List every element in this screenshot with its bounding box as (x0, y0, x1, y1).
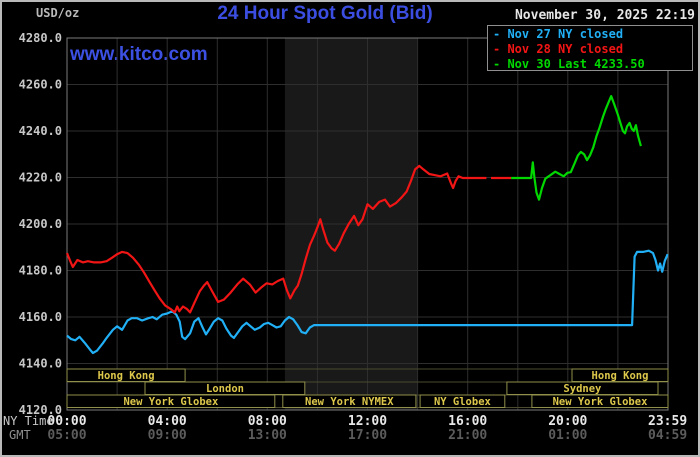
session-box (66, 368, 186, 382)
legend-item: - Nov 30 Last 4233.50 (493, 57, 692, 72)
x-axis-tick-ny: 23:59 (648, 414, 687, 429)
plot-border (66, 37, 669, 411)
y-axis-tick-label: 4160.0 (19, 310, 62, 324)
y-axis-tick-label: 4180.0 (19, 264, 62, 278)
x-axis-tick-gmt: 05:00 (47, 428, 86, 443)
legend-label: Nov 27 NY closed (507, 27, 624, 41)
legend-marker: - (493, 27, 508, 41)
ny-time-axis-label: NY Time (3, 414, 54, 428)
legend-label: Nov 30 Last 4233.50 (507, 57, 645, 71)
legend-marker: - (493, 57, 508, 71)
legend-item: - Nov 27 NY closed (493, 27, 692, 42)
chart-datetime: November 30, 2025 22:19 (514, 8, 695, 23)
x-axis-tick-ny: 00:00 (47, 414, 86, 429)
chart-title: 24 Hour Spot Gold (Bid) (217, 3, 433, 24)
series-nov30-line (511, 95, 642, 201)
session-box (419, 394, 506, 408)
x-axis-tick-gmt: 09:00 (148, 428, 187, 443)
session-label: NY Globex (434, 396, 492, 408)
x-axis-tick-gmt: 17:00 (348, 428, 387, 443)
series-nov28-line (65, 164, 512, 314)
x-axis-tick-ny: 04:00 (148, 414, 187, 429)
session-label: New York Globex (123, 396, 219, 408)
x-axis-tick-gmt: 04:59 (648, 428, 687, 443)
legend-marker: - (493, 42, 508, 56)
y-axis-tick-label: 4280.0 (19, 31, 62, 45)
session-label: Hong Kong (592, 370, 649, 382)
legend-label: Nov 28 NY closed (507, 42, 624, 56)
legend-item: - Nov 28 NY closed (493, 42, 692, 57)
y-axis-tick-label: 4120.0 (19, 403, 62, 417)
series-nov27-line (66, 249, 669, 355)
y-axis-tick-label: 4240.0 (19, 124, 62, 138)
y-axis-tick-label: 4140.0 (19, 357, 62, 371)
x-axis-tick-gmt: 13:00 (248, 428, 287, 443)
legend-box: - Nov 27 NY closed - Nov 28 NY closed - No… (487, 25, 693, 71)
session-label: New York NYMEX (305, 396, 394, 408)
session-box (531, 394, 669, 408)
session-box (282, 394, 417, 408)
x-axis-tick-gmt: 21:00 (448, 428, 487, 443)
kitco-watermark: www.kitco.com (70, 44, 208, 65)
y-axis-unit-label: USD/oz (36, 6, 80, 20)
session-box (66, 394, 276, 408)
session-label: London (206, 383, 244, 395)
gmt-axis-label: GMT (9, 428, 31, 442)
y-axis-tick-label: 4260.0 (19, 78, 62, 92)
x-axis-tick-ny: 20:00 (548, 414, 587, 429)
x-axis-tick-gmt: 01:00 (548, 428, 587, 443)
y-axis-tick-label: 4200.0 (19, 217, 62, 231)
session-label: New York Globex (553, 396, 649, 408)
x-axis-tick-ny: 12:00 (348, 414, 387, 429)
session-label: Hong Kong (98, 370, 155, 382)
session-label: Sydney (563, 383, 602, 395)
x-axis-tick-ny: 16:00 (448, 414, 487, 429)
y-axis-tick-label: 4220.0 (19, 171, 62, 185)
x-axis-tick-ny: 08:00 (248, 414, 287, 429)
